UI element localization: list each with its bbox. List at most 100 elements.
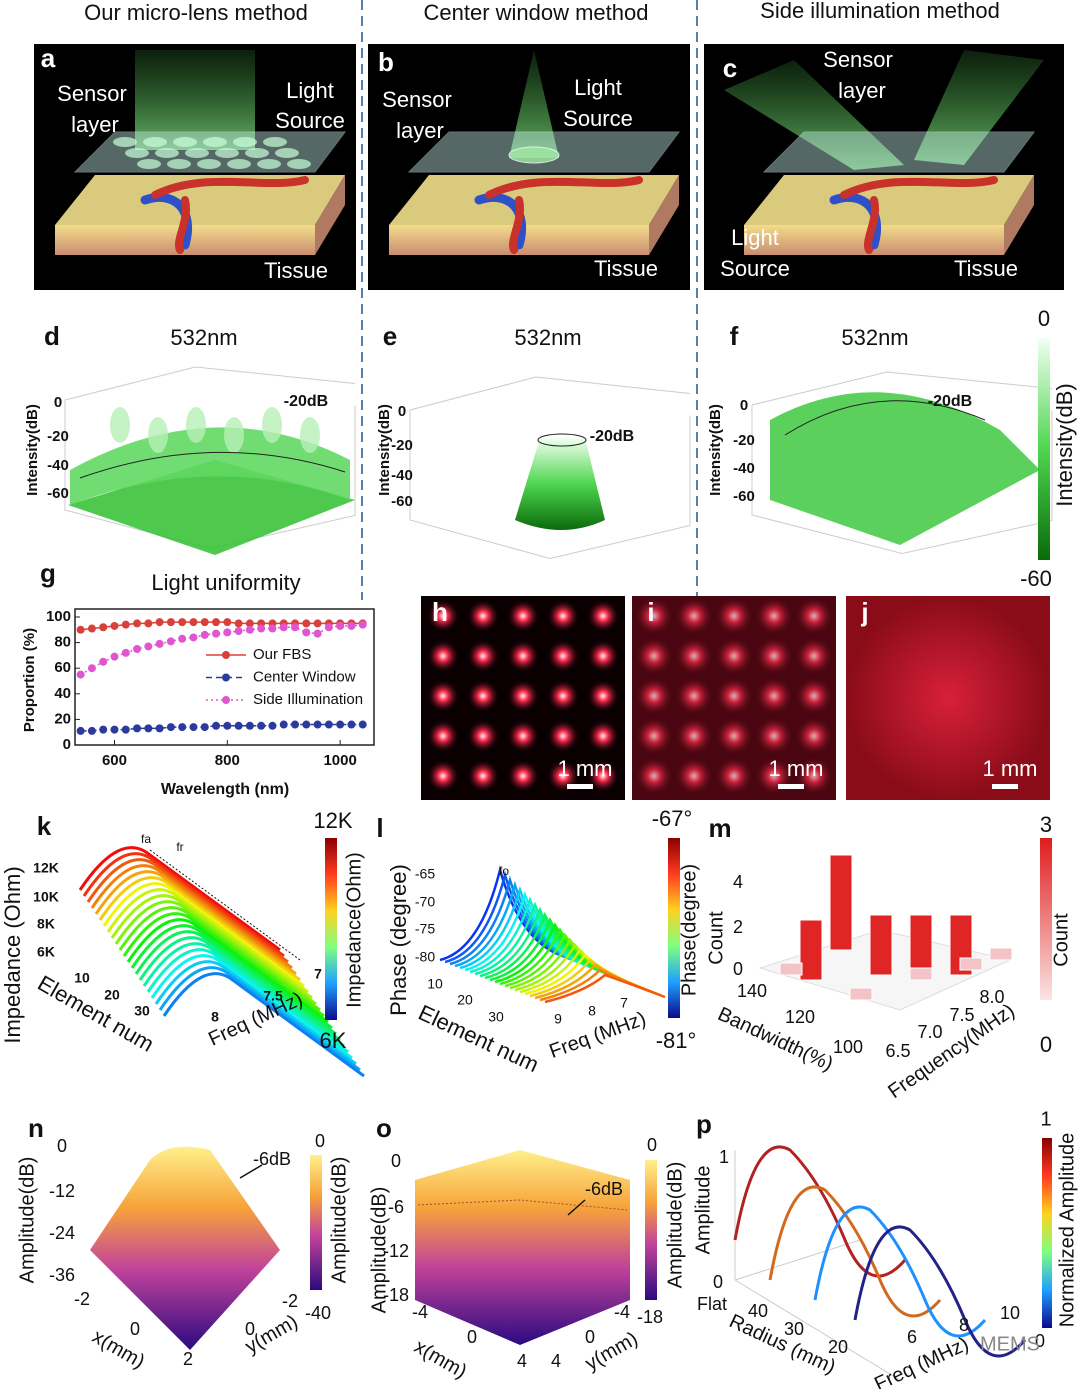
amplitude-curve xyxy=(768,1185,942,1318)
tick-label: -40 xyxy=(47,457,69,474)
tissue-side xyxy=(1004,175,1034,255)
data-point xyxy=(87,726,96,735)
light-spot xyxy=(634,596,674,636)
data-point xyxy=(279,720,288,729)
tissue xyxy=(744,175,1034,225)
data-point xyxy=(178,618,187,627)
data-point xyxy=(155,618,164,627)
annotation: -6dB xyxy=(585,1179,623,1199)
panel-label: l xyxy=(376,813,383,843)
data-point xyxy=(223,721,232,730)
colorbar-label: -81° xyxy=(656,1028,697,1053)
colorbar-title: Intensity(dB) xyxy=(1052,383,1077,507)
label: layer xyxy=(396,118,444,143)
light-spot xyxy=(794,676,834,716)
axis-label: Amplitude xyxy=(692,1166,714,1255)
panel-label: k xyxy=(37,811,52,841)
data-point xyxy=(245,625,254,634)
panel-label: c xyxy=(723,53,737,83)
tick-label: -20 xyxy=(391,437,413,454)
tissue-side xyxy=(649,175,679,255)
tick-label: -24 xyxy=(49,1223,75,1243)
panel-title: 532nm xyxy=(170,325,237,350)
colorbar-title: Amplitude(dB) xyxy=(664,1162,686,1289)
light-spot xyxy=(674,756,714,796)
data-point xyxy=(336,621,345,630)
light-spot xyxy=(467,760,499,792)
panel-label: e xyxy=(383,321,397,351)
photo xyxy=(846,596,1050,800)
tick-label: 20 xyxy=(828,1337,848,1357)
bar xyxy=(849,987,873,1001)
tick-label: 0 xyxy=(54,394,62,411)
colorbar-label: -60 xyxy=(1020,566,1052,591)
x-tick-label: 600 xyxy=(102,752,127,769)
panel-label: f xyxy=(730,321,739,351)
colorbar-title: Impedance(Ohm) xyxy=(343,852,365,1008)
annotation: -20dB xyxy=(590,428,634,445)
tick-label: -60 xyxy=(733,488,755,505)
tick-label: 0 xyxy=(391,1151,401,1171)
colorbar-title: Normalized Amplitude xyxy=(1056,1133,1078,1328)
micro-lens xyxy=(215,148,239,158)
label: Source xyxy=(275,108,345,133)
colorbar-label: -67° xyxy=(652,806,693,831)
micro-lens xyxy=(137,159,161,169)
light-spot xyxy=(674,716,714,756)
micro-lens xyxy=(203,137,227,147)
data-point xyxy=(189,633,198,642)
data-point xyxy=(121,725,130,734)
column-title: Center window method xyxy=(423,0,648,25)
tick-label: 10 xyxy=(74,970,90,986)
scale-bar xyxy=(778,784,804,789)
tick-label: 6K xyxy=(37,944,55,960)
colorbar-label: 0 xyxy=(1035,1331,1045,1351)
data-point xyxy=(200,630,209,639)
scale-label: 1 mm xyxy=(558,756,613,781)
tick-label: -40 xyxy=(391,467,413,484)
data-point xyxy=(313,720,322,729)
light-spot xyxy=(714,756,754,796)
tick-label: 0 xyxy=(740,397,748,414)
data-point xyxy=(99,725,108,734)
impedance-curve xyxy=(138,936,341,1042)
data-point xyxy=(257,721,266,730)
colorbar-label: 1 xyxy=(1040,1108,1051,1130)
impedance-curve xyxy=(98,876,301,982)
tick-label: 10K xyxy=(33,889,59,905)
x-tick-label: 800 xyxy=(215,752,240,769)
bar xyxy=(869,914,893,976)
tick-label: 0 xyxy=(398,403,406,420)
tick-label: -12 xyxy=(49,1181,75,1201)
peak xyxy=(300,417,320,453)
label: Tissue xyxy=(594,256,658,281)
tick-label: -20 xyxy=(733,432,755,449)
data-point xyxy=(133,619,142,628)
data-point xyxy=(155,724,164,733)
axis-label: Element num xyxy=(415,1000,543,1077)
data-point xyxy=(358,720,367,729)
tick-label: 7 xyxy=(620,995,628,1011)
light-spot xyxy=(714,596,754,636)
annotation: -6dB xyxy=(253,1149,291,1169)
data-point xyxy=(178,634,187,643)
label: Light xyxy=(574,75,622,100)
light-spot xyxy=(587,640,619,672)
panel-label: g xyxy=(40,558,56,588)
axis-label: Freq (MHz) xyxy=(871,1333,972,1389)
impedance-curve xyxy=(86,858,289,964)
bar xyxy=(909,914,933,976)
amplitude-curve xyxy=(733,1145,907,1278)
tick-label: 8K xyxy=(37,916,55,932)
light-spot xyxy=(587,760,619,792)
phase-curve xyxy=(454,880,576,968)
light-spot xyxy=(754,676,794,716)
vessel xyxy=(840,176,998,254)
data-point xyxy=(166,723,175,732)
window xyxy=(508,146,560,164)
bar xyxy=(909,967,933,981)
legend-marker xyxy=(222,651,230,659)
panel-title: 532nm xyxy=(514,325,581,350)
impedance-curve xyxy=(130,924,333,1030)
tick-label: -60 xyxy=(391,493,413,510)
